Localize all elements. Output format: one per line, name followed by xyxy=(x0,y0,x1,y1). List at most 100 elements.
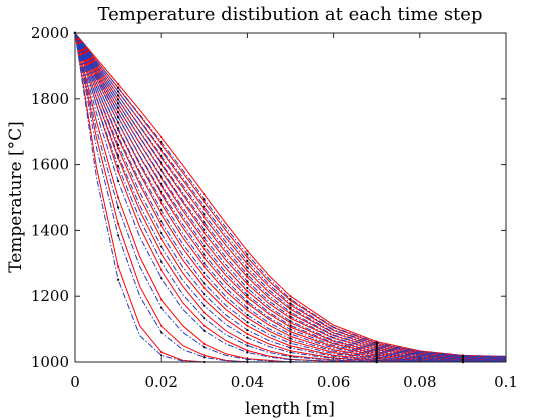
data-point xyxy=(203,205,206,208)
data-point xyxy=(289,330,292,333)
data-point xyxy=(246,336,249,339)
dashdot-profile-line xyxy=(74,32,507,362)
data-point xyxy=(160,298,163,301)
data-point xyxy=(203,293,206,296)
chart-title: Temperature distibution at each time ste… xyxy=(98,4,483,25)
data-point xyxy=(246,286,249,290)
dashdot-profile-line xyxy=(74,32,507,361)
y-tick-label: 1400 xyxy=(31,221,69,239)
data-point xyxy=(203,236,206,239)
data-point xyxy=(375,346,378,349)
data-point xyxy=(117,154,120,157)
data-point xyxy=(117,94,120,97)
data-point xyxy=(160,147,163,150)
data-point xyxy=(203,346,206,349)
y-tick-label: 1800 xyxy=(31,90,69,108)
data-point xyxy=(203,216,206,219)
dashdot-profile-line xyxy=(74,32,507,362)
data-point xyxy=(289,358,292,361)
data-point xyxy=(289,317,292,320)
data-point xyxy=(160,199,163,202)
data-point xyxy=(203,262,206,265)
solid-profile-line xyxy=(74,32,507,357)
data-point xyxy=(203,282,206,285)
dashdot-profile-line xyxy=(74,32,507,360)
data-point xyxy=(117,135,120,138)
data-point xyxy=(160,208,163,212)
data-point xyxy=(117,82,120,86)
data-point xyxy=(246,349,249,352)
data-point xyxy=(289,302,292,305)
data-point xyxy=(246,328,249,332)
data-point xyxy=(375,341,378,344)
data-point xyxy=(289,321,292,324)
data-point xyxy=(203,329,206,332)
dashdot-profile-line xyxy=(74,32,506,363)
data-point xyxy=(117,116,120,119)
data-point xyxy=(246,302,249,305)
data-point xyxy=(289,298,292,301)
data-point xyxy=(203,286,206,290)
data-point xyxy=(246,306,249,309)
y-tick-label: 1200 xyxy=(31,287,69,305)
data-point xyxy=(289,342,292,345)
data-point xyxy=(160,260,163,263)
data-point xyxy=(203,265,206,268)
data-point xyxy=(246,316,249,320)
data-point xyxy=(117,234,120,237)
data-point xyxy=(375,351,378,354)
data-point xyxy=(160,224,163,227)
data-point xyxy=(203,200,206,203)
data-point xyxy=(203,208,206,211)
data-point xyxy=(289,315,292,318)
data-point xyxy=(203,213,206,216)
data-point xyxy=(289,306,292,309)
data-point xyxy=(160,268,163,271)
data-point xyxy=(117,265,120,268)
data-point xyxy=(160,192,163,195)
data-point xyxy=(117,278,120,281)
data-point xyxy=(246,344,249,347)
y-tick-label: 2000 xyxy=(31,24,69,42)
data-point xyxy=(160,182,163,185)
data-point xyxy=(203,244,206,247)
data-point xyxy=(289,346,292,349)
data-point xyxy=(160,252,163,255)
data-point xyxy=(160,140,163,143)
x-axis-label: length [m] xyxy=(245,399,335,419)
data-point xyxy=(203,354,206,357)
data-point xyxy=(246,273,249,276)
dashdot-profile-line xyxy=(74,32,507,359)
data-point xyxy=(289,303,292,307)
data-point xyxy=(160,277,163,280)
data-point xyxy=(246,253,249,256)
dashdot-profile-line xyxy=(74,32,507,357)
data-point xyxy=(246,321,249,324)
data-point xyxy=(203,324,206,327)
data-point xyxy=(246,341,249,345)
data-point xyxy=(246,300,249,303)
data-point xyxy=(246,256,249,259)
data-point xyxy=(461,354,464,357)
data-point xyxy=(160,220,163,223)
data-point xyxy=(203,239,206,243)
dashdot-profile-line xyxy=(74,32,507,363)
x-tick-label: 0.08 xyxy=(403,373,436,391)
data-point xyxy=(160,237,163,240)
data-point xyxy=(246,259,249,263)
data-point xyxy=(117,98,120,101)
data-point xyxy=(246,351,249,354)
data-point xyxy=(117,127,120,130)
data-point xyxy=(160,354,163,357)
data-point xyxy=(203,223,206,226)
data-point xyxy=(289,339,292,343)
data-point xyxy=(375,349,378,352)
data-point xyxy=(160,175,163,178)
data-point xyxy=(289,324,292,327)
data-point xyxy=(289,355,292,358)
data-point xyxy=(117,179,120,183)
axes: 0 0.02 0.04 0.06 0.08 0.1 1000 1200 1400 1600 1800… xyxy=(31,24,518,391)
data-point xyxy=(246,280,249,283)
data-point xyxy=(203,317,206,320)
